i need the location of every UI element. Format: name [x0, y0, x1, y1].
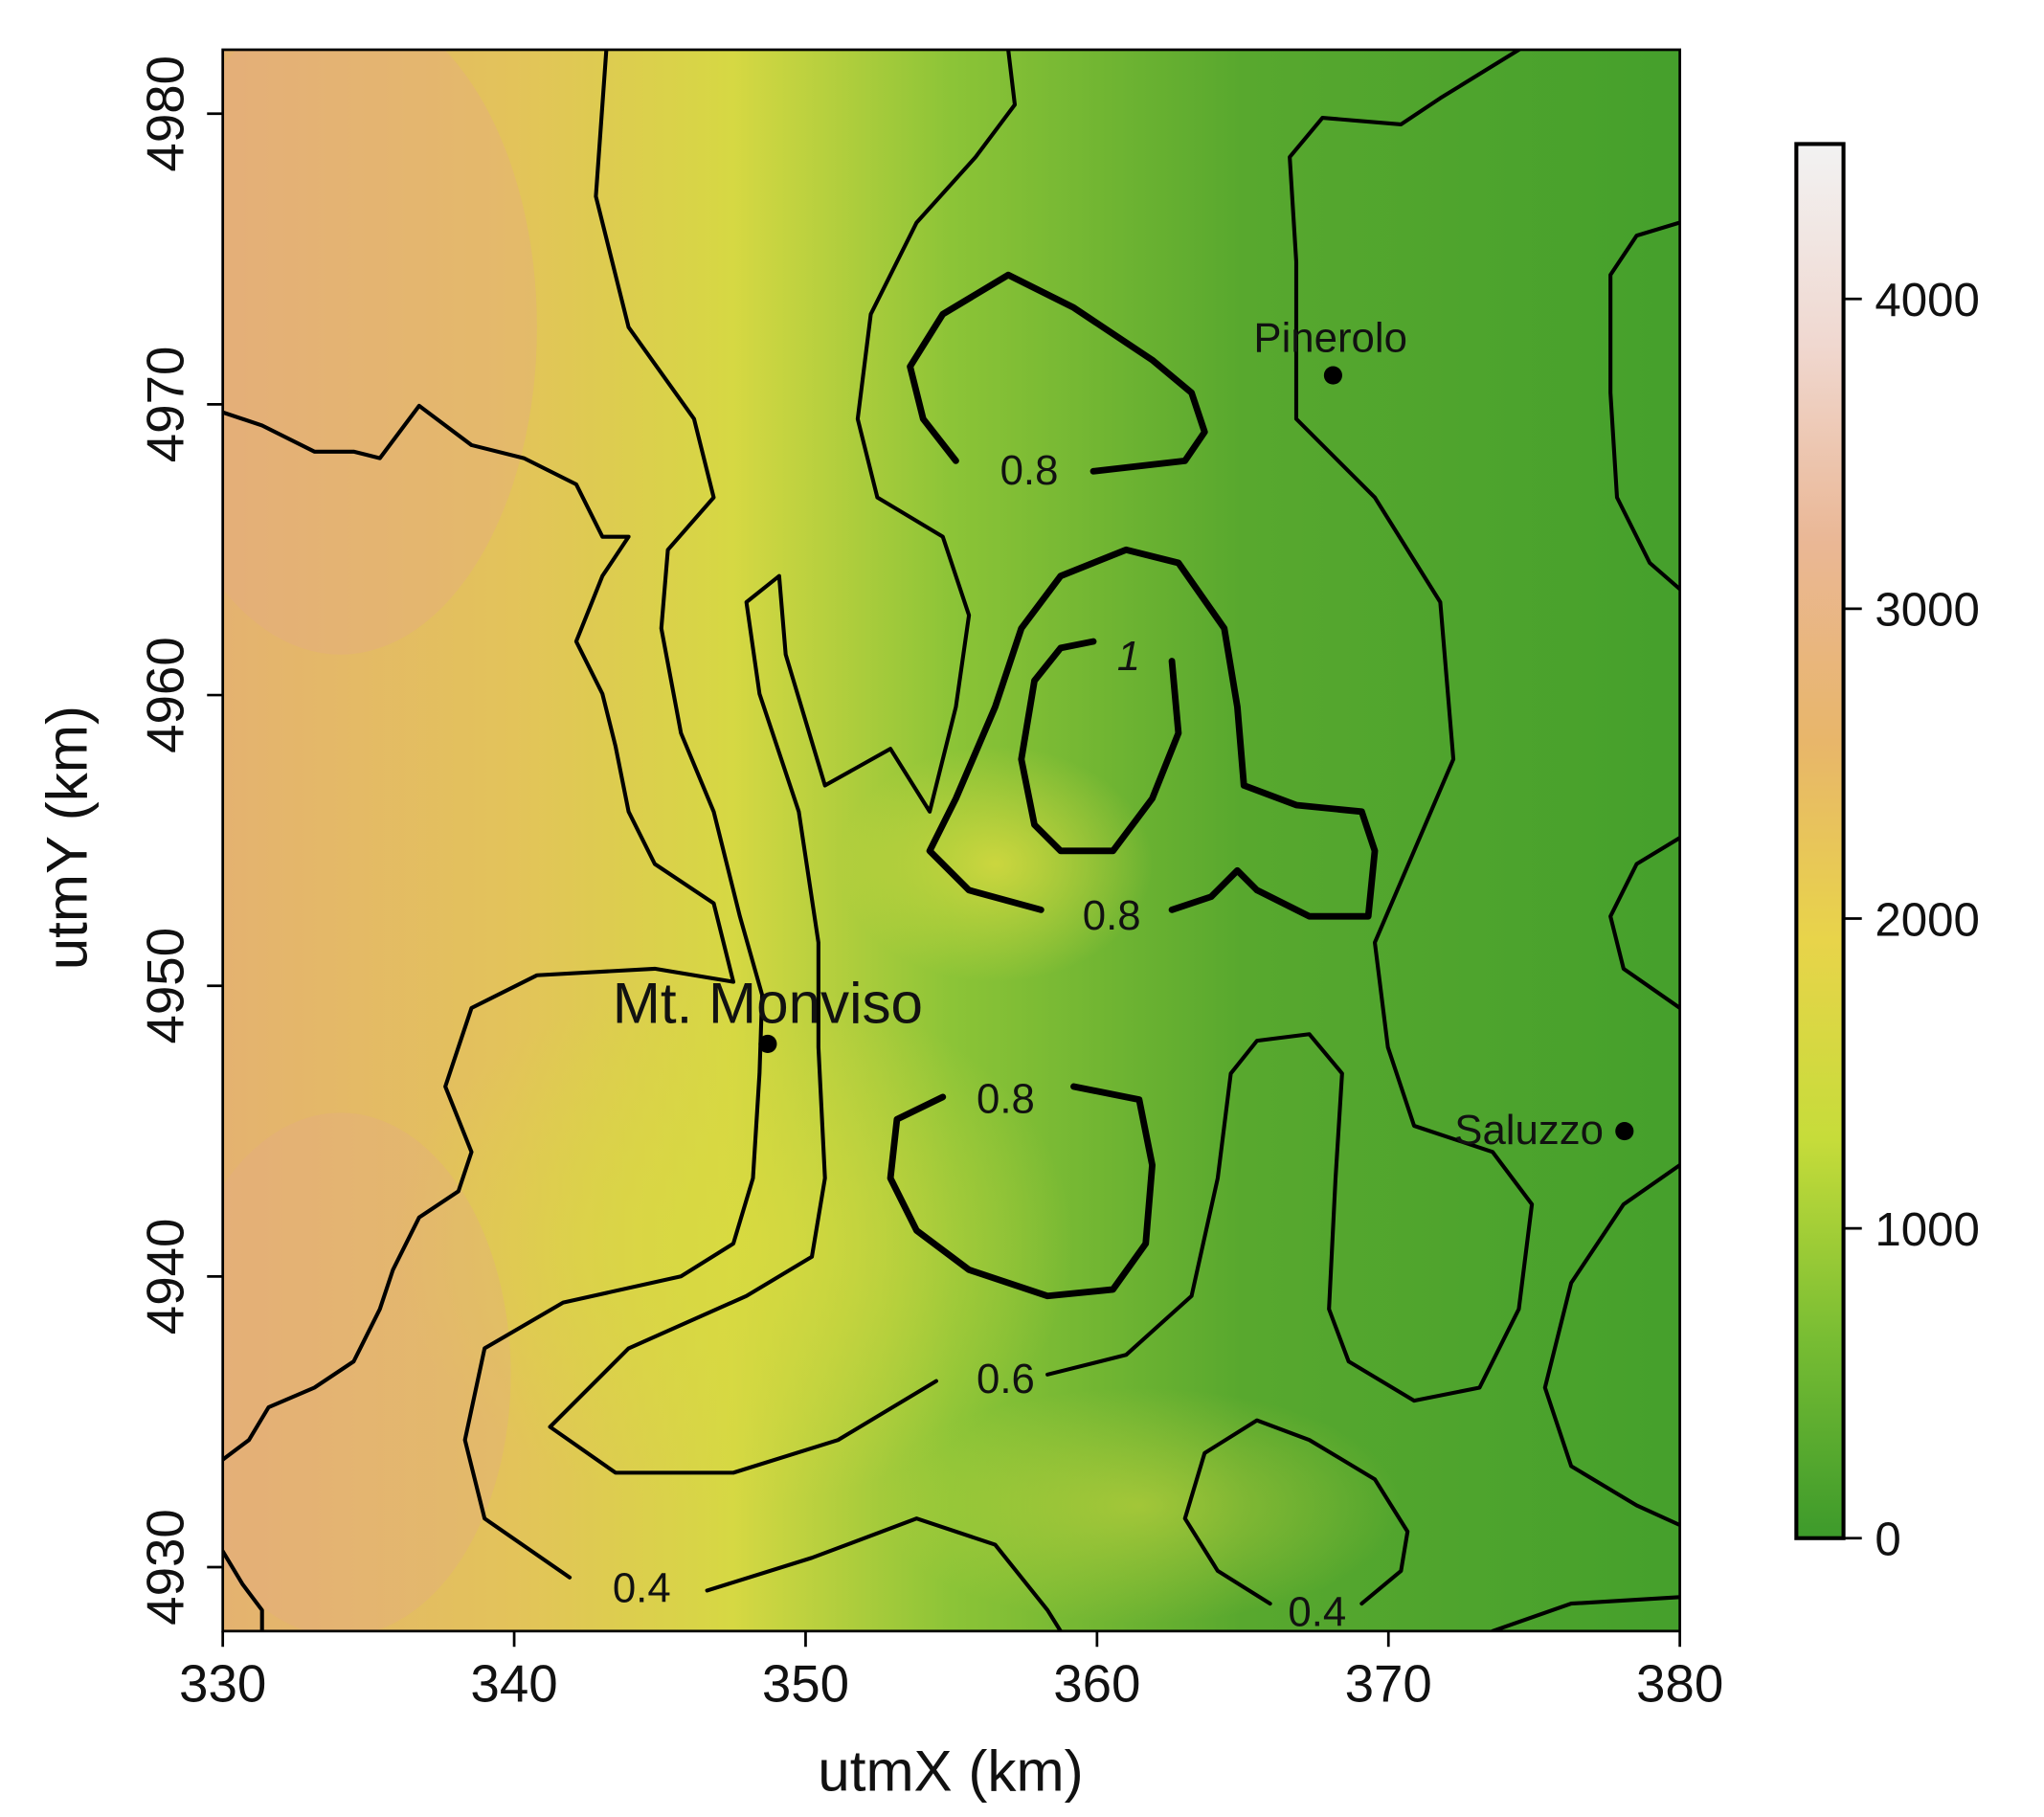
point-label: Mt. Monviso: [613, 972, 923, 1036]
y-axis-label: utmY (km): [34, 706, 99, 970]
plot-frame: [221, 48, 1682, 1633]
colorbar-tick-label: 0: [1875, 1514, 1900, 1566]
point: [1615, 1121, 1634, 1141]
point: [1323, 366, 1342, 385]
contour-label: 0.8: [1083, 892, 1141, 939]
contour-label: 0.8: [977, 1075, 1035, 1122]
contours: [222, 49, 1680, 1631]
contour-label: 0.8: [1000, 447, 1059, 494]
contour-label: 0.4: [1288, 1588, 1346, 1635]
x-tick-label: 330: [179, 1654, 266, 1714]
y-tick-label: 4970: [136, 347, 195, 463]
x-axis-label: utmX (km): [818, 1739, 1083, 1804]
x-tick-label: 360: [1053, 1654, 1140, 1714]
colorbar-tick-label: 1000: [1875, 1203, 1980, 1256]
colorbar: [1794, 142, 1846, 1540]
x-tick-label: 370: [1345, 1654, 1432, 1714]
colorbar-tick-label: 3000: [1875, 584, 1980, 637]
contour-label: 0.6: [977, 1356, 1035, 1402]
x-tick-label: 350: [762, 1654, 849, 1714]
contour-label: 0.4: [613, 1565, 671, 1612]
point-label: Saluzzo: [1454, 1107, 1604, 1154]
raster: [222, 49, 1680, 1631]
contour-label: 1: [1117, 633, 1140, 680]
x-tick-label: 340: [470, 1654, 557, 1714]
y-tick-label: 4940: [136, 1219, 195, 1335]
y-tick-label: 4980: [136, 56, 195, 172]
contour-labels: 0.8 1 0.8 0.8 0.6 0.4 0.4: [613, 447, 1346, 1635]
x-tick-label: 380: [1636, 1654, 1723, 1714]
colorbar-tick-label: 4000: [1875, 274, 1980, 326]
y-tick-label: 4950: [136, 928, 195, 1044]
point: [758, 1034, 777, 1054]
colorbar-tick-label: 2000: [1875, 893, 1980, 946]
y-tick-label: 4930: [136, 1509, 195, 1626]
point-label: Pinerolo: [1253, 314, 1407, 361]
y-tick-label: 4960: [136, 637, 195, 753]
